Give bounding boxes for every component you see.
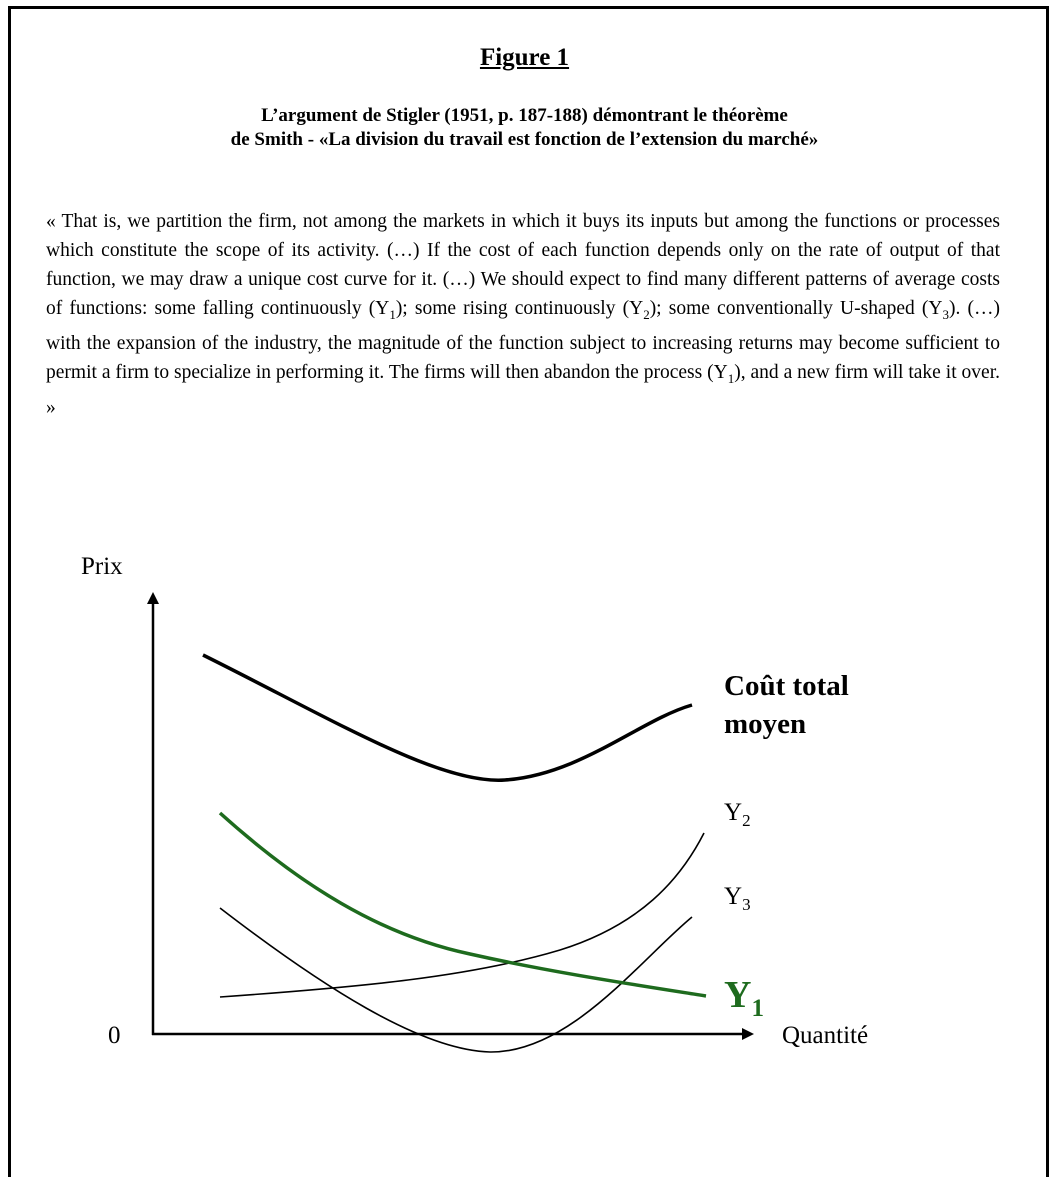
quote-part-3: ); some conventionally U-shaped (Y [649, 298, 943, 319]
quote-sub-2: 2 [643, 306, 650, 322]
total-cost-label-line-1: Coût total [724, 670, 849, 702]
quote-sub-4: 1 [727, 370, 735, 386]
quote-part-4: ). (…) with the expansion of the industr… [46, 298, 1000, 383]
figure-subtitle: L’argument de Stigler (1951, p. 187-188)… [0, 104, 1049, 152]
quote-sub-3: 3 [942, 306, 950, 322]
quote-part-5: ), and a new firm will take it over. » [46, 361, 1000, 418]
x-axis-label: Quantité [782, 1022, 868, 1049]
total-cost-label-line-2: moyen [724, 708, 806, 740]
figure-frame [8, 6, 1049, 1177]
y1-curve [218, 811, 707, 998]
subtitle-line-2: de Smith - «La division du travail est f… [230, 129, 819, 150]
quote-part-2: ); some rising continuously (Y [395, 298, 644, 319]
y2-curve [219, 832, 705, 998]
subtitle-line-1: L’argument de Stigler (1951, p. 187-188)… [261, 105, 788, 126]
y1-label: Y1 [724, 974, 764, 1022]
y3-curve [219, 907, 693, 1053]
y2-label: Y2 [724, 799, 751, 830]
origin-label: 0 [108, 1022, 121, 1049]
stigler-quote: « That is, we partition the firm, not am… [46, 207, 1000, 422]
quote-part-1: « That is, we partition the firm, not am… [46, 211, 1000, 319]
figure-title: Figure 1 [479, 44, 570, 71]
y3-label: Y3 [724, 883, 751, 914]
average-total-cost-curve [202, 653, 693, 782]
y-axis-label: Prix [81, 553, 123, 580]
quote-sub-1: 1 [389, 306, 396, 322]
